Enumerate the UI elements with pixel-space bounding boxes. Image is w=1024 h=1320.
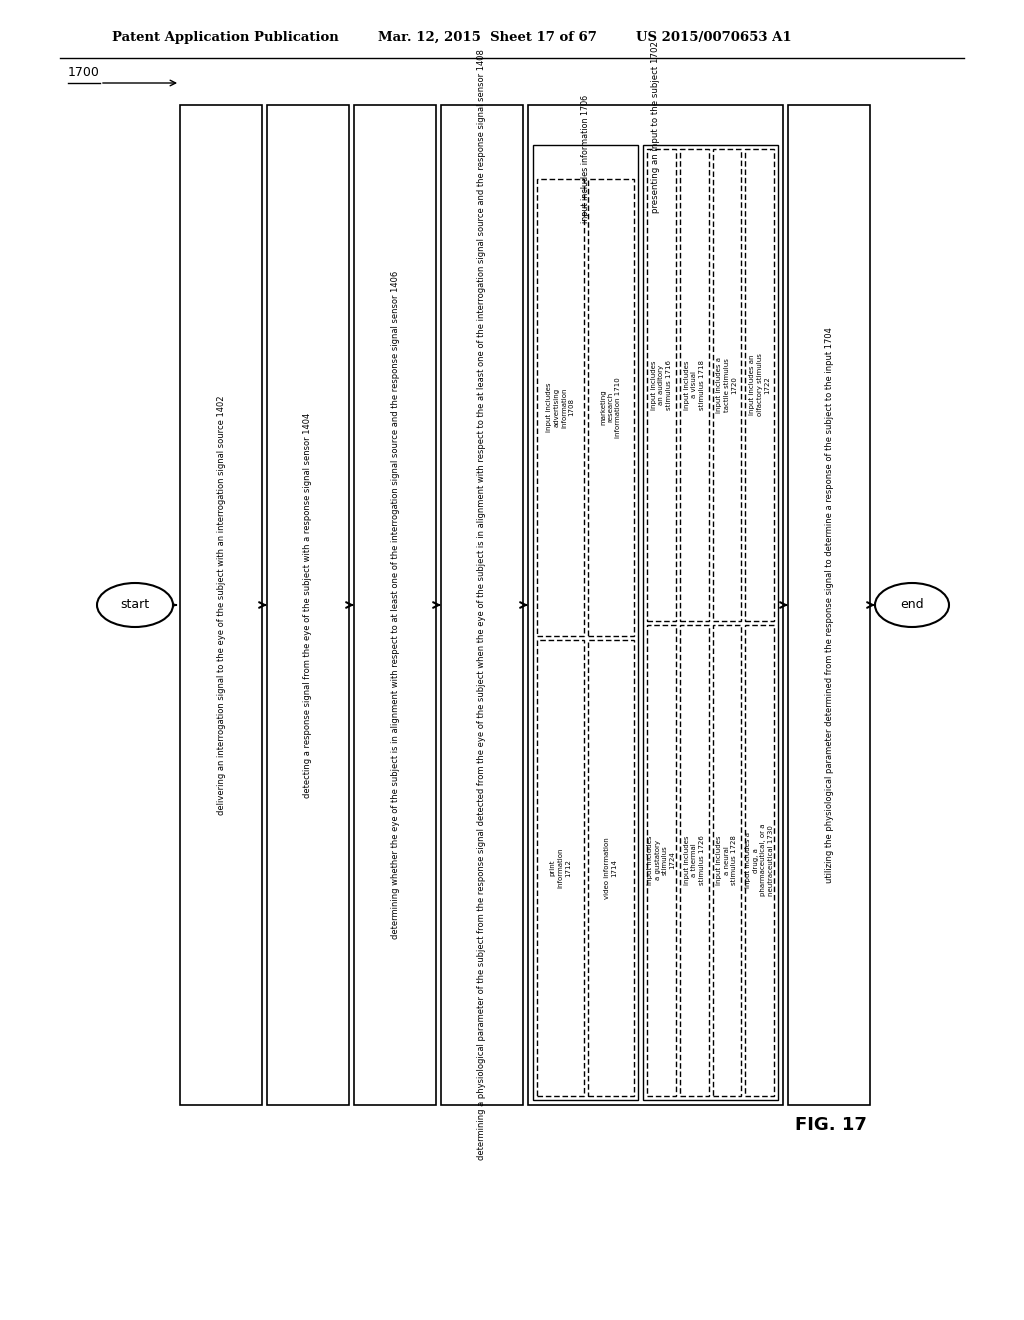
Text: marketing
research
information 1710: marketing research information 1710 — [600, 378, 622, 438]
Text: input includes
an auditory
stimulus 1716: input includes an auditory stimulus 1716 — [651, 360, 672, 409]
Text: utilizing the physiological parameter determined from the response signal to det: utilizing the physiological parameter de… — [824, 327, 834, 883]
Text: end: end — [900, 598, 924, 611]
Bar — [537, 180, 584, 635]
Text: presenting an input to the subject 1702: presenting an input to the subject 1702 — [651, 41, 660, 213]
Bar — [180, 106, 262, 1105]
Bar — [745, 624, 774, 1096]
Bar — [713, 149, 741, 620]
Text: US 2015/0070653 A1: US 2015/0070653 A1 — [636, 30, 792, 44]
Bar — [354, 106, 436, 1105]
Text: input includes an
olfactory stimulus
1722: input includes an olfactory stimulus 172… — [750, 354, 770, 416]
Bar — [647, 149, 676, 620]
Text: input includes information 1706: input includes information 1706 — [581, 95, 590, 223]
Bar — [534, 145, 638, 1100]
Text: input includes
advertising
information
1708: input includes advertising information 1… — [546, 383, 574, 432]
Text: determining whether the eye of the subject is in alignment with respect to at le: determining whether the eye of the subje… — [390, 271, 399, 939]
Text: detecting a response signal from the eye of the subject with a response signal s: detecting a response signal from the eye… — [303, 412, 312, 797]
Text: input includes
a neural
stimulus 1728: input includes a neural stimulus 1728 — [717, 836, 737, 886]
Text: determining a physiological parameter of the subject from the response signal de: determining a physiological parameter of… — [477, 50, 486, 1160]
Text: input includes a
tactile stimulus
1720: input includes a tactile stimulus 1720 — [717, 356, 737, 413]
Text: start: start — [121, 598, 150, 611]
Ellipse shape — [874, 583, 949, 627]
Bar — [680, 624, 709, 1096]
Text: input includes
a visual
stimulus 1718: input includes a visual stimulus 1718 — [684, 360, 705, 409]
Bar — [713, 624, 741, 1096]
Bar — [788, 106, 870, 1105]
Text: print
information
1712: print information 1712 — [550, 847, 570, 888]
Bar — [588, 180, 634, 635]
Bar — [588, 639, 634, 1096]
Text: FIG. 17: FIG. 17 — [795, 1115, 867, 1134]
Text: Mar. 12, 2015  Sheet 17 of 67: Mar. 12, 2015 Sheet 17 of 67 — [378, 30, 597, 44]
Bar — [680, 149, 709, 620]
Bar — [537, 639, 584, 1096]
Text: input includes
a gustatory
stimulus
1724: input includes a gustatory stimulus 1724 — [647, 836, 676, 884]
Text: input includes
a thermal
stimulus 1726: input includes a thermal stimulus 1726 — [684, 836, 705, 886]
Bar — [745, 149, 774, 620]
Bar — [267, 106, 349, 1105]
Text: 1700: 1700 — [68, 66, 100, 78]
Text: Patent Application Publication: Patent Application Publication — [112, 30, 339, 44]
Text: video information
1714: video information 1714 — [604, 837, 617, 899]
Bar — [528, 106, 783, 1105]
Text: delivering an interrogation signal to the eye of the subject with an interrogati: delivering an interrogation signal to th… — [216, 395, 225, 814]
Bar — [643, 145, 778, 1100]
Text: input includes a
drug, a
pharmaceutical, or a
neutraceutical 1730: input includes a drug, a pharmaceutical,… — [745, 824, 774, 896]
Bar — [647, 624, 676, 1096]
Bar — [441, 106, 523, 1105]
Ellipse shape — [97, 583, 173, 627]
